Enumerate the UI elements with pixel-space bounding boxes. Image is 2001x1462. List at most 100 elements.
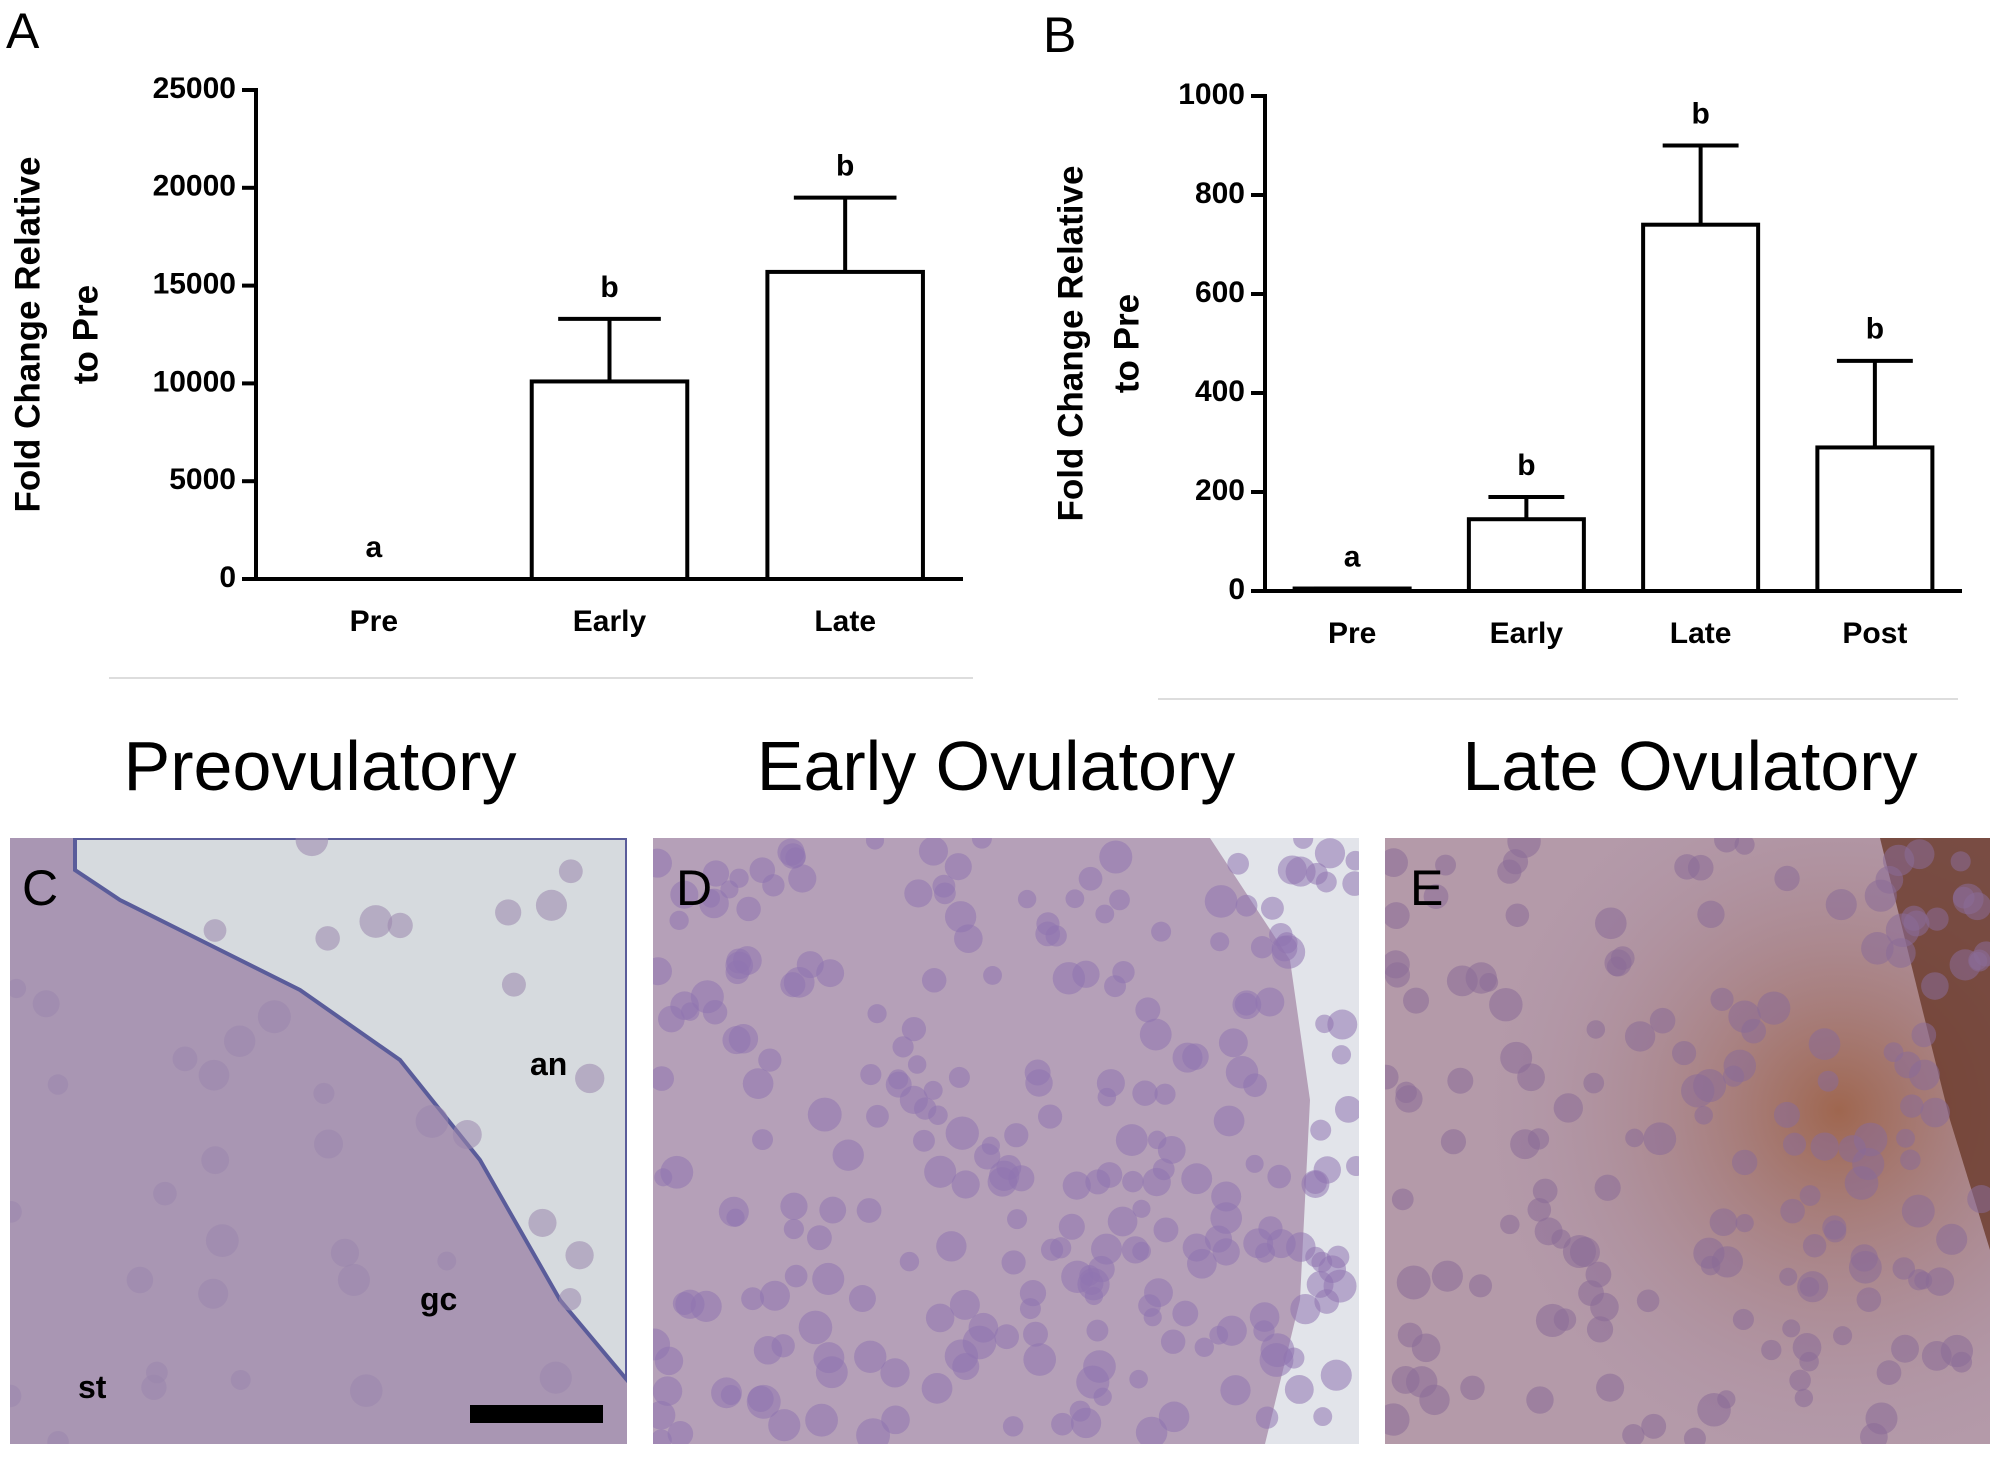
cell [1157, 1135, 1186, 1164]
cell [1624, 1021, 1656, 1052]
cell [702, 860, 730, 887]
cell [495, 899, 522, 926]
micrograph-title: Late Ovulatory [1462, 727, 1917, 805]
cell [1419, 1384, 1450, 1416]
cell [1532, 1178, 1558, 1204]
cell [1313, 1407, 1333, 1427]
cell [819, 1196, 847, 1224]
cell [501, 972, 526, 997]
micrograph-title: Preovulatory [124, 727, 517, 805]
cell [1070, 1407, 1102, 1439]
cell [1700, 1255, 1721, 1276]
cell [1447, 1067, 1474, 1094]
cell [1860, 1423, 1888, 1444]
significance-label: b [600, 271, 618, 304]
cell [1122, 1170, 1144, 1193]
cell [1553, 1093, 1583, 1123]
cell [948, 1066, 970, 1088]
cell [1115, 1124, 1148, 1157]
cell [1844, 1166, 1879, 1200]
bar [529, 379, 690, 581]
cell [798, 1310, 833, 1345]
cell [742, 1068, 774, 1099]
cell [1327, 1009, 1358, 1040]
cell [1468, 1274, 1493, 1298]
cell [768, 1409, 801, 1442]
cell [788, 864, 817, 893]
cell [1293, 838, 1314, 849]
cell [314, 1129, 344, 1159]
cell [1808, 1028, 1841, 1060]
cell [907, 1055, 927, 1074]
cell [1212, 1238, 1240, 1266]
cell [653, 1376, 683, 1406]
bar [1641, 222, 1761, 593]
cell [913, 1129, 935, 1152]
cell [1757, 991, 1791, 1025]
cell [1810, 1132, 1839, 1161]
cell [1527, 1197, 1552, 1222]
cell [1797, 1271, 1829, 1303]
cell [257, 1000, 291, 1034]
cell [1267, 1164, 1292, 1189]
cell [669, 910, 689, 931]
cell [1007, 1209, 1028, 1230]
cell [653, 1066, 675, 1091]
cell [1901, 1194, 1935, 1228]
cell [1211, 1181, 1242, 1212]
x-tick-label: Late [814, 605, 876, 638]
cell [1911, 1022, 1937, 1048]
cell [944, 853, 972, 881]
cell [230, 1369, 251, 1390]
cell [1182, 1233, 1211, 1262]
cell [1306, 1271, 1334, 1298]
cell [1220, 1375, 1251, 1406]
cell [1290, 1294, 1321, 1325]
cell [654, 1346, 684, 1376]
cell [1143, 1308, 1162, 1327]
cell [653, 957, 672, 986]
cell [1250, 935, 1274, 959]
cells [10, 838, 1990, 1444]
cell [1714, 838, 1740, 853]
cell [913, 1097, 937, 1120]
cell [1622, 1423, 1645, 1444]
cell [1260, 896, 1284, 920]
cell [1594, 1174, 1621, 1201]
cell [944, 901, 977, 933]
cell [1710, 987, 1734, 1011]
cell [1065, 889, 1085, 909]
cell [1253, 1320, 1275, 1342]
cell [1210, 1202, 1243, 1234]
cell [806, 1225, 832, 1251]
cell [1255, 1406, 1279, 1429]
cell [1142, 1167, 1171, 1197]
panel-label: A [6, 3, 40, 59]
y-tick-label: 0 [1228, 573, 1245, 606]
cell [1310, 1119, 1332, 1141]
cell [952, 1352, 980, 1380]
cell [996, 1154, 1022, 1180]
cell [1535, 1303, 1570, 1338]
cell [667, 1421, 694, 1444]
cell [528, 1208, 557, 1237]
cell [1091, 1233, 1123, 1265]
cell [1440, 1129, 1467, 1155]
cell [1773, 1101, 1800, 1128]
cell [1109, 889, 1130, 911]
cell [807, 1097, 842, 1132]
cell [752, 1129, 774, 1151]
cell [1694, 1106, 1713, 1125]
cell [1853, 1122, 1888, 1157]
cell [1711, 1246, 1744, 1278]
cell [10, 978, 27, 999]
cell [330, 1238, 360, 1267]
cell [437, 1251, 457, 1271]
cell [205, 1224, 239, 1258]
y-tick-label: 10000 [153, 365, 236, 398]
cell [949, 1289, 980, 1320]
cell [1446, 965, 1478, 997]
cell [1973, 941, 1990, 967]
cell [815, 1356, 848, 1389]
cell [1802, 1234, 1827, 1258]
